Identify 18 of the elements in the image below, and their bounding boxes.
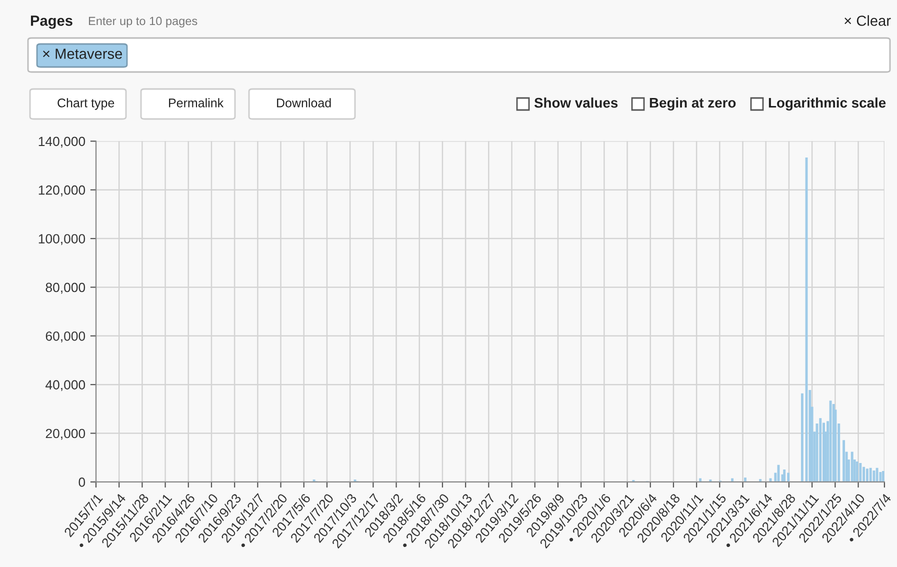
- y-tick-label: 120,000: [38, 185, 86, 196]
- text: Download: [277, 98, 331, 108]
- y-tick-label: 100,000: [38, 234, 86, 246]
- text: Enter up to 10 pages: [88, 16, 198, 28]
- y-tick-label: 80,000: [46, 282, 86, 294]
- y-tick-label: 60,000: [46, 331, 86, 342]
- text: × Clear: [844, 15, 891, 26]
- y-tick-label: 0: [78, 478, 86, 487]
- text: Permalink: [169, 98, 224, 108]
- y-tick-label: 20,000: [46, 428, 86, 440]
- text: Chart type: [58, 98, 114, 110]
- text: Logarithmic scale: [768, 97, 886, 111]
- text: × Metaverse: [43, 48, 122, 59]
- y-tick-label: 140,000: [38, 136, 86, 148]
- text: Show values: [534, 98, 618, 108]
- text: Pages: [30, 16, 72, 29]
- y-tick-label: 40,000: [46, 380, 86, 392]
- text: Begin at zero: [650, 97, 736, 111]
